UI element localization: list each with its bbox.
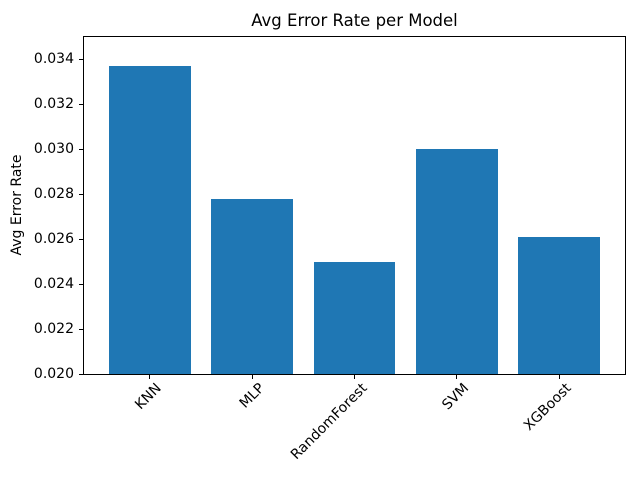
y-tick-label: 0.022 [33,320,74,337]
y-tick-label: 0.028 [33,185,74,202]
bar-knn [108,66,191,374]
y-tick-mark [79,284,83,286]
bar-randomforest [313,261,396,374]
plot-area [83,36,626,375]
x-tick-mark [456,375,458,379]
x-tick-mark [354,375,355,379]
x-tick-label-randomforest: RandomForest [287,380,371,463]
x-tick-label-mlp: MLP [236,380,268,412]
x-tick-mark [149,375,151,379]
x-tick-label-xgboost: XGBoost [521,380,576,435]
y-tick-label: 0.032 [33,95,74,112]
y-tick-label: 0.030 [33,140,74,157]
y-tick-mark [79,194,83,196]
chart-title: Avg Error Rate per Model [251,11,458,30]
bar-xgboost [518,236,601,374]
x-tick-label-knn: KNN [132,380,166,413]
y-tick-label: 0.024 [33,275,74,292]
y-tick-mark [79,104,83,106]
y-tick-mark [79,329,83,331]
bar-svm [415,149,498,374]
y-tick-mark [79,374,83,375]
y-tick-mark [79,239,83,241]
x-tick-mark [558,375,560,379]
y-tick-mark [79,149,83,151]
y-tick-label: 0.026 [33,230,74,247]
x-tick-mark [251,375,253,379]
bar-mlp [211,198,294,374]
y-tick-mark [79,59,83,61]
y-tick-label: 0.020 [33,365,74,382]
y-tick-label: 0.034 [33,50,74,67]
x-tick-label-svm: SVM [439,380,473,414]
